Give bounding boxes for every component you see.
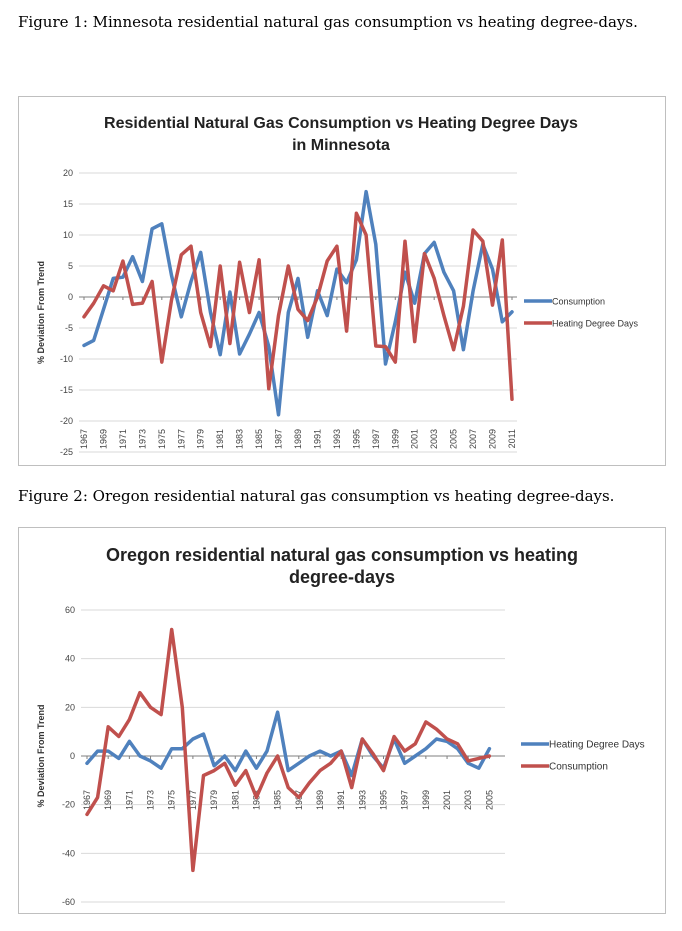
- y-tick-label: 0: [70, 751, 75, 761]
- legend-label: Consumption: [549, 762, 608, 773]
- y-tick-label: 10: [63, 230, 73, 240]
- series-line-heating-degree-days: [82, 211, 514, 402]
- x-tick-label: 2001: [410, 429, 420, 449]
- y-tick-label: -20: [62, 800, 75, 810]
- legend-label: Heating Degree Days: [552, 319, 639, 329]
- x-tick-label: 1969: [103, 790, 113, 810]
- chart-title-line: Residential Natural Gas Consumption vs H…: [104, 115, 578, 132]
- x-tick-label: 2001: [442, 790, 452, 810]
- x-tick-label: 2007: [468, 429, 478, 449]
- series-line-heating-degree-days: [85, 710, 492, 778]
- x-tick-label: 1967: [79, 429, 89, 449]
- y-tick-label: -15: [60, 385, 73, 395]
- x-tick-label: 1989: [315, 790, 325, 810]
- x-tick-label: 1975: [157, 429, 167, 449]
- x-tick-label: 2005: [484, 790, 494, 810]
- x-tick-label: 1983: [235, 429, 245, 449]
- y-tick-label: 20: [65, 702, 75, 712]
- x-tick-label: 2003: [463, 790, 473, 810]
- y-tick-label: -60: [62, 897, 75, 907]
- chart-oregon: Oregon residential natural gas consumpti…: [36, 545, 645, 907]
- legend-label: Heating Degree Days: [549, 740, 645, 751]
- x-tick-label: 1991: [312, 429, 322, 449]
- y-tick-label: -20: [60, 416, 73, 426]
- series-line-consumption: [82, 189, 514, 417]
- x-tick-label: 1993: [332, 429, 342, 449]
- x-tick-label: 1973: [137, 429, 147, 449]
- x-tick-label: 2009: [488, 429, 498, 449]
- y-tick-label: 0: [68, 292, 73, 302]
- y-tick-label: -10: [60, 354, 73, 364]
- x-tick-label: 1991: [336, 790, 346, 810]
- x-tick-label: 1981: [230, 790, 240, 810]
- chart-minnesota: Residential Natural Gas Consumption vs H…: [36, 115, 639, 457]
- chart-title-line: degree-days: [289, 567, 395, 587]
- x-tick-label: 2003: [429, 429, 439, 449]
- figure-2-caption: Figure 2: Oregon residential natural gas…: [18, 487, 615, 505]
- y-tick-label: 60: [65, 605, 75, 615]
- x-tick-label: 2005: [449, 429, 459, 449]
- x-tick-label: 1995: [351, 429, 361, 449]
- x-tick-label: 1987: [274, 429, 284, 449]
- x-tick-label: 1969: [98, 429, 108, 449]
- x-tick-label: 1995: [379, 790, 389, 810]
- chart-frame-oregon: Oregon residential natural gas consumpti…: [18, 527, 666, 914]
- chart-title-line: in Minnesota: [292, 137, 390, 154]
- x-tick-label: 1977: [176, 429, 186, 449]
- x-tick-label: 1983: [251, 790, 261, 810]
- x-tick-label: 1987: [294, 790, 304, 810]
- y-axis-label: % Deviation From Trend: [36, 704, 46, 807]
- x-tick-label: 1971: [118, 429, 128, 449]
- x-tick-label: 1979: [209, 790, 219, 810]
- x-tick-label: 1989: [293, 429, 303, 449]
- x-tick-label: 1979: [196, 429, 206, 449]
- x-tick-label: 1997: [400, 790, 410, 810]
- x-tick-label: 1999: [421, 790, 431, 810]
- x-tick-label: 1985: [254, 429, 264, 449]
- y-axis-label: % Deviation From Trend: [36, 261, 46, 364]
- figure-1-caption: Figure 1: Minnesota residential natural …: [18, 13, 638, 31]
- x-tick-label: 1967: [82, 790, 92, 810]
- series-line-consumption: [85, 627, 492, 873]
- chart-title-line: Oregon residential natural gas consumpti…: [106, 545, 578, 565]
- x-tick-label: 1999: [390, 429, 400, 449]
- y-tick-label: -5: [65, 323, 73, 333]
- x-tick-label: 2011: [507, 429, 517, 448]
- x-tick-label: 1977: [188, 790, 198, 810]
- x-tick-label: 1985: [273, 790, 283, 810]
- x-tick-label: 1981: [215, 429, 225, 449]
- y-tick-label: 40: [65, 654, 75, 664]
- y-tick-label: 5: [68, 261, 73, 271]
- x-tick-label: 1997: [371, 429, 381, 449]
- y-tick-label: -40: [62, 848, 75, 858]
- chart-frame-minnesota: Residential Natural Gas Consumption vs H…: [18, 96, 666, 466]
- y-tick-label: 20: [63, 168, 73, 178]
- x-tick-label: 1975: [167, 790, 177, 810]
- legend-label: Consumption: [552, 297, 605, 307]
- y-tick-label: -25: [60, 447, 73, 457]
- x-tick-label: 1993: [357, 790, 367, 810]
- x-tick-label: 1973: [146, 790, 156, 810]
- y-tick-label: 15: [63, 199, 73, 209]
- x-tick-label: 1971: [124, 790, 134, 810]
